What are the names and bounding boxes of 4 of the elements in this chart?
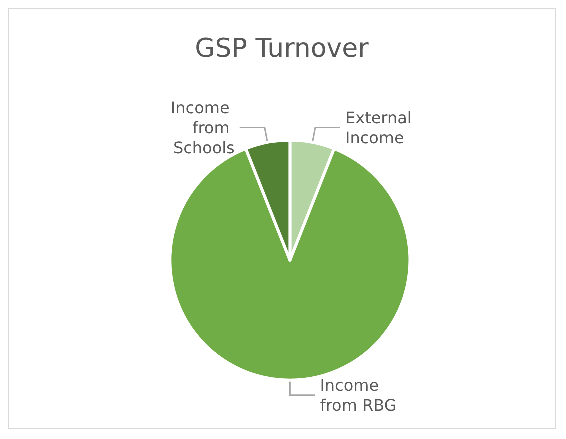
slice-label: Income from RBG [320,376,397,415]
slice-label: Income from Schools [170,98,235,158]
chart-title: GSP Turnover [195,34,370,64]
slice-label: External Income [345,108,417,148]
